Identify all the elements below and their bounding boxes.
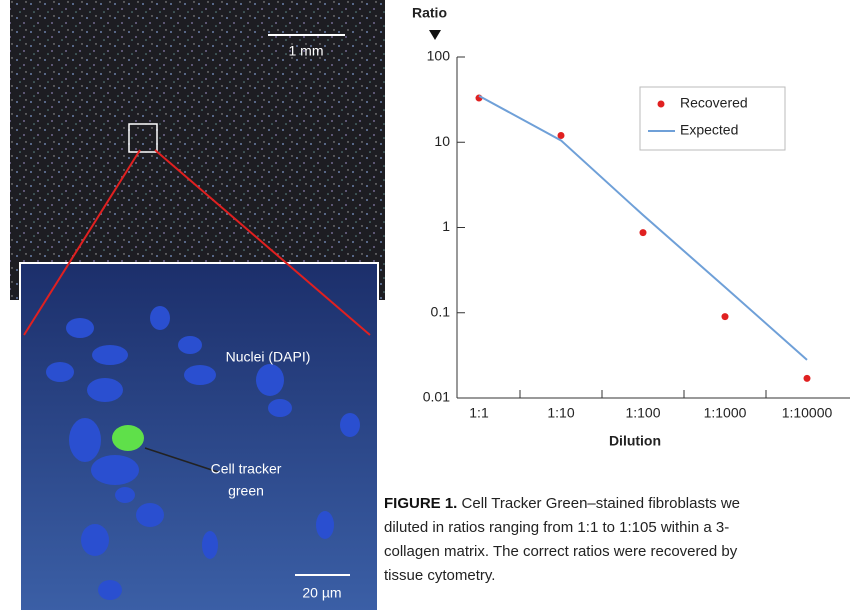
nuclei-label: Nuclei (DAPI)	[226, 349, 311, 365]
x-tick-label: 1:10000	[782, 405, 833, 421]
point	[803, 374, 811, 382]
x-tick-label: 1:100	[625, 405, 660, 421]
zoom-line	[154, 149, 371, 336]
y-tick-label: 1	[442, 218, 450, 234]
caption-line: collagen matrix. The correct ratios were…	[384, 540, 855, 564]
caption-label: FIGURE 1.	[384, 495, 458, 512]
zoom-box	[128, 123, 158, 153]
caption-text: tissue cytometry.	[384, 567, 496, 584]
y-axis-label: Ratio	[412, 5, 447, 21]
y-tick-label: 10	[434, 133, 450, 149]
tracked-cell	[112, 425, 144, 451]
zoom-line	[23, 149, 141, 336]
caption-line: diluted in ratios ranging from 1:1 to 1:…	[384, 516, 855, 540]
nuclei	[46, 306, 360, 600]
caption-line: FIGURE 1. Cell Tracker Green–stained fib…	[384, 492, 855, 516]
point	[557, 131, 565, 139]
pointer	[144, 447, 219, 473]
line	[478, 94, 808, 361]
legend-swatch	[657, 100, 665, 108]
legend-label: Expected	[680, 122, 738, 138]
caption-text: Cell Tracker Green–stained fibroblasts w…	[461, 495, 740, 512]
scale-label: 20 µm	[302, 585, 341, 601]
x-tick-label: 1:1	[469, 405, 489, 421]
point	[639, 229, 647, 237]
x-axis-label: Dilution	[609, 433, 661, 449]
y-tick-label: 0.1	[431, 303, 451, 319]
scale-label: 1 mm	[289, 43, 324, 59]
arrow	[429, 30, 441, 40]
tracker-label: Cell tracker	[211, 461, 282, 477]
caption-line: tissue cytometry.	[384, 564, 855, 588]
overview-image	[10, 0, 385, 300]
legend-label: Recovered	[680, 95, 748, 111]
legend	[639, 86, 786, 151]
point	[721, 313, 729, 321]
caption: FIGURE 1. Cell Tracker Green–stained fib…	[384, 492, 855, 588]
x-tick-label: 1:1000	[704, 405, 747, 421]
y-tick-label: 100	[427, 48, 451, 64]
x-tick-label: 1:10	[547, 405, 574, 421]
tracker-label: green	[228, 483, 264, 499]
caption-text: collagen matrix. The correct ratios were…	[384, 543, 738, 560]
y-tick-label: 0.01	[423, 389, 450, 405]
caption-text: diluted in ratios ranging from 1:1 to 1:…	[384, 519, 730, 536]
